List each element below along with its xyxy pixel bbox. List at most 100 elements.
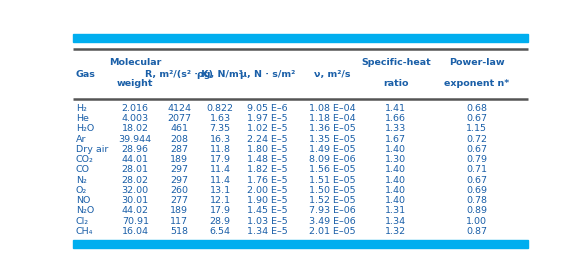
Text: H₂O: H₂O: [76, 124, 94, 133]
Text: 2.24 E–5: 2.24 E–5: [247, 135, 288, 144]
Text: 1.40: 1.40: [386, 176, 406, 185]
Text: weight: weight: [117, 80, 153, 88]
Text: He: He: [76, 114, 89, 123]
Text: 1.82 E–5: 1.82 E–5: [247, 165, 288, 174]
Text: 1.67: 1.67: [386, 135, 406, 144]
Text: ratio: ratio: [383, 80, 409, 88]
Text: 4.003: 4.003: [122, 114, 149, 123]
Text: 11.4: 11.4: [210, 176, 231, 185]
Text: 16.3: 16.3: [210, 135, 231, 144]
Text: Gas: Gas: [76, 70, 96, 79]
Text: N₂: N₂: [76, 176, 86, 185]
Text: ν, m²/s: ν, m²/s: [313, 70, 350, 79]
Text: 0.89: 0.89: [466, 206, 487, 215]
Text: 2.016: 2.016: [122, 104, 149, 113]
Text: 1.08 E–04: 1.08 E–04: [309, 104, 355, 113]
Text: exponent n*: exponent n*: [444, 80, 510, 88]
Text: 28.02: 28.02: [122, 176, 149, 185]
Text: 297: 297: [170, 165, 188, 174]
Text: 3.49 E–06: 3.49 E–06: [309, 217, 355, 226]
Text: 9.05 E–6: 9.05 E–6: [247, 104, 288, 113]
Text: 277: 277: [170, 196, 188, 205]
Text: 1.48 E–5: 1.48 E–5: [247, 155, 288, 164]
Text: 17.9: 17.9: [210, 155, 231, 164]
Text: 1.30: 1.30: [385, 155, 406, 164]
Text: 2077: 2077: [167, 114, 191, 123]
Text: 1.40: 1.40: [386, 196, 406, 205]
Text: 189: 189: [170, 206, 188, 215]
Text: 32.00: 32.00: [122, 186, 149, 195]
Text: R, m²/(s² · K): R, m²/(s² · K): [145, 70, 213, 79]
Text: 1.63: 1.63: [210, 114, 231, 123]
Text: 28.96: 28.96: [122, 145, 149, 154]
Text: 16.04: 16.04: [122, 227, 149, 236]
Text: 1.66: 1.66: [386, 114, 406, 123]
Text: CO₂: CO₂: [76, 155, 93, 164]
Text: 1.32: 1.32: [385, 227, 406, 236]
Text: 2.01 E–05: 2.01 E–05: [309, 227, 355, 236]
Text: 1.45 E–5: 1.45 E–5: [247, 206, 288, 215]
Text: 2.00 E–5: 2.00 E–5: [247, 186, 288, 195]
Text: NO: NO: [76, 196, 90, 205]
Text: 6.54: 6.54: [210, 227, 231, 236]
Text: CH₄: CH₄: [76, 227, 93, 236]
Text: 1.56 E–05: 1.56 E–05: [309, 165, 355, 174]
Text: Cl₂: Cl₂: [76, 217, 89, 226]
Text: 1.34 E–5: 1.34 E–5: [247, 227, 288, 236]
Text: μ, N · s/m²: μ, N · s/m²: [240, 70, 295, 79]
Text: 1.35 E–05: 1.35 E–05: [309, 135, 355, 144]
Text: ρg, N/m³: ρg, N/m³: [197, 70, 243, 79]
Text: 7.35: 7.35: [210, 124, 231, 133]
Text: 1.76 E–5: 1.76 E–5: [247, 176, 288, 185]
Text: 1.40: 1.40: [386, 145, 406, 154]
Text: 1.40: 1.40: [386, 165, 406, 174]
Text: Ar: Ar: [76, 135, 86, 144]
Text: 1.36 E–05: 1.36 E–05: [309, 124, 355, 133]
Text: CO: CO: [76, 165, 90, 174]
Text: 18.02: 18.02: [122, 124, 149, 133]
Text: 0.69: 0.69: [466, 186, 487, 195]
Text: 44.02: 44.02: [122, 206, 149, 215]
Text: 287: 287: [170, 145, 188, 154]
Text: 0.87: 0.87: [466, 227, 487, 236]
Text: 1.90 E–5: 1.90 E–5: [247, 196, 288, 205]
Text: Molecular: Molecular: [109, 58, 161, 67]
Text: 70.91: 70.91: [122, 217, 149, 226]
Text: 260: 260: [170, 186, 188, 195]
Text: 0.71: 0.71: [466, 165, 487, 174]
Text: 518: 518: [170, 227, 188, 236]
Text: 1.34: 1.34: [385, 217, 406, 226]
Text: 1.15: 1.15: [466, 124, 487, 133]
Text: 1.51 E–05: 1.51 E–05: [309, 176, 355, 185]
Text: 1.80 E–5: 1.80 E–5: [247, 145, 288, 154]
Text: 11.4: 11.4: [210, 165, 231, 174]
Text: 1.52 E–05: 1.52 E–05: [309, 196, 355, 205]
Bar: [73, 240, 528, 248]
Text: 28.01: 28.01: [122, 165, 149, 174]
Text: 297: 297: [170, 176, 188, 185]
Text: 1.33: 1.33: [385, 124, 407, 133]
Text: 0.78: 0.78: [466, 196, 487, 205]
Text: 208: 208: [170, 135, 188, 144]
Text: 0.67: 0.67: [466, 145, 487, 154]
Text: 189: 189: [170, 155, 188, 164]
Text: 0.79: 0.79: [466, 155, 487, 164]
Text: 1.41: 1.41: [386, 104, 406, 113]
Text: 0.67: 0.67: [466, 176, 487, 185]
Text: 7.93 E–06: 7.93 E–06: [309, 206, 355, 215]
Text: 1.03 E–5: 1.03 E–5: [247, 217, 288, 226]
Text: 461: 461: [170, 124, 188, 133]
Text: Power-law: Power-law: [449, 58, 504, 67]
Text: 39.944: 39.944: [119, 135, 152, 144]
Text: 30.01: 30.01: [122, 196, 149, 205]
Text: 8.09 E–06: 8.09 E–06: [309, 155, 355, 164]
Text: 44.01: 44.01: [122, 155, 149, 164]
Text: H₂: H₂: [76, 104, 86, 113]
Text: 4124: 4124: [167, 104, 191, 113]
Text: 0.72: 0.72: [466, 135, 487, 144]
Text: Dry air: Dry air: [76, 145, 108, 154]
Text: O₂: O₂: [76, 186, 87, 195]
Text: 1.00: 1.00: [466, 217, 487, 226]
Text: 1.50 E–05: 1.50 E–05: [309, 186, 355, 195]
Text: 11.8: 11.8: [210, 145, 231, 154]
